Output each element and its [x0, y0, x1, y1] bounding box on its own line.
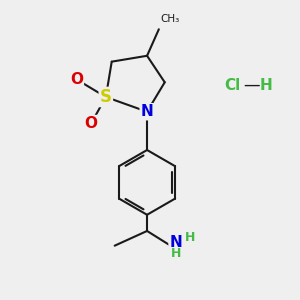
Text: O: O — [85, 116, 98, 131]
Text: S: S — [100, 88, 112, 106]
Text: N: N — [141, 104, 153, 119]
Text: —: — — [243, 76, 260, 94]
Text: CH₃: CH₃ — [160, 14, 180, 24]
Text: O: O — [70, 72, 83, 87]
Text: Cl: Cl — [224, 78, 241, 93]
Text: N: N — [169, 235, 182, 250]
Text: H: H — [184, 231, 195, 244]
Text: H: H — [260, 78, 273, 93]
Text: H: H — [171, 247, 181, 260]
